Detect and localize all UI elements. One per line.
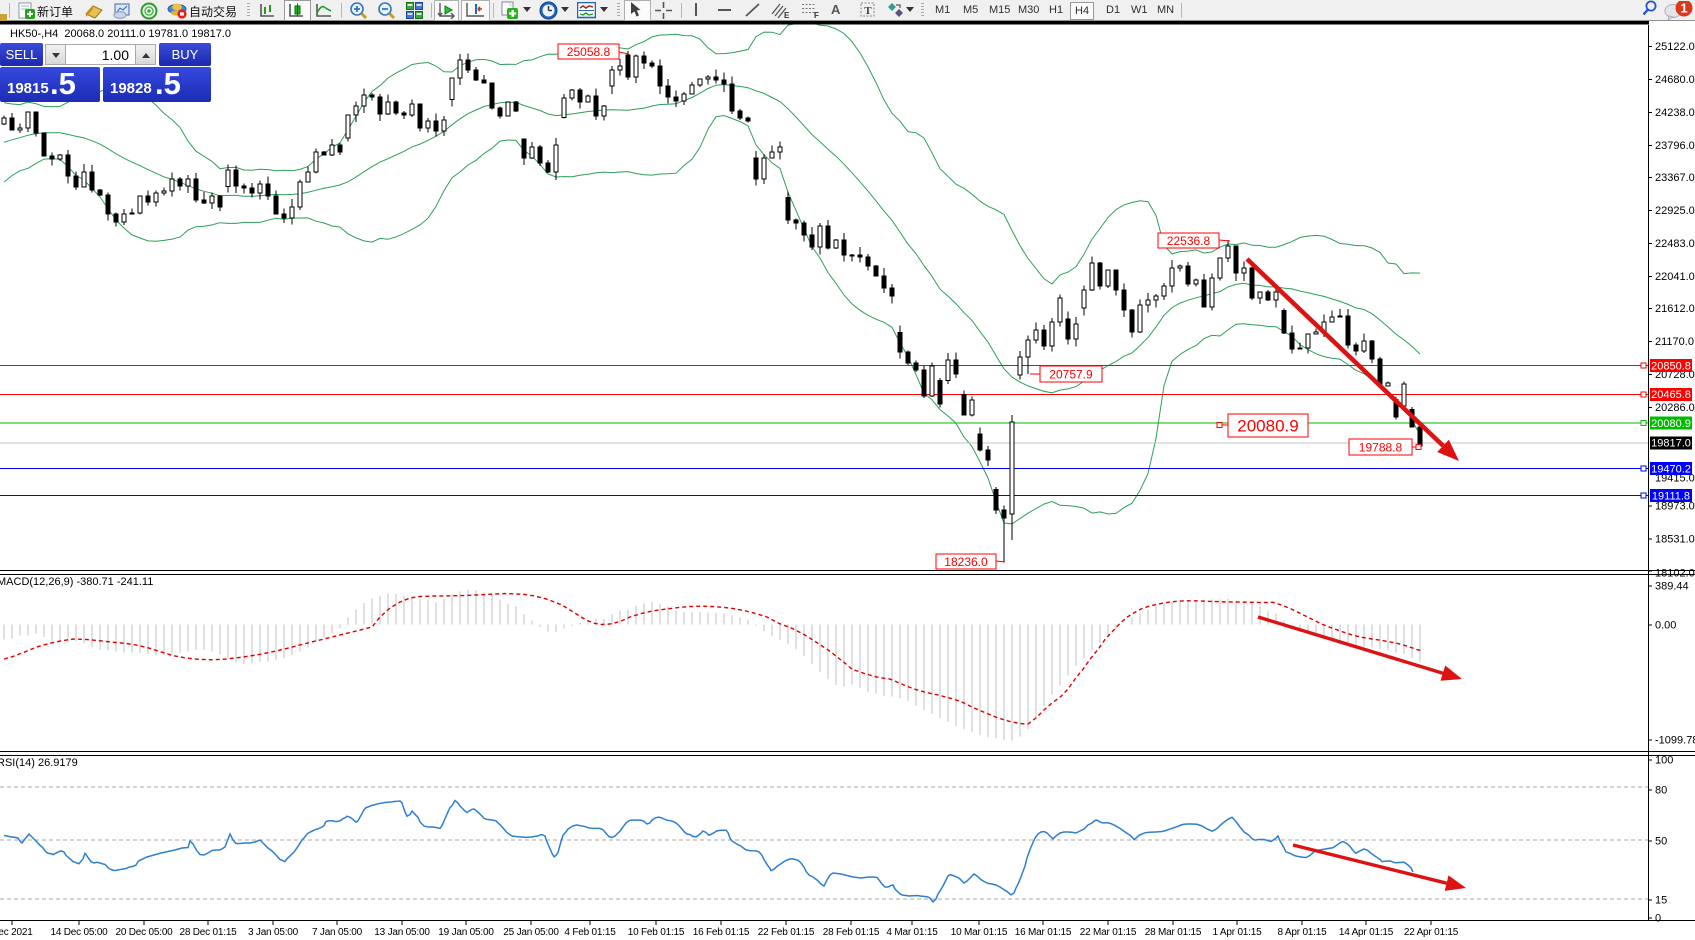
svg-text:22041.0: 22041.0	[1655, 271, 1695, 283]
svg-text:1: 1	[1680, 1, 1687, 16]
svg-text:28 Dec 01:15: 28 Dec 01:15	[179, 927, 237, 938]
svg-text:25 Jan 05:00: 25 Jan 05:00	[503, 927, 559, 938]
svg-text:20080.9: 20080.9	[1651, 418, 1691, 430]
svg-text:22925.0: 22925.0	[1655, 205, 1695, 217]
svg-text:20728.0: 20728.0	[1655, 369, 1695, 381]
svg-text:4 Feb 01:15: 4 Feb 01:15	[564, 927, 616, 938]
svg-text:20080.9: 20080.9	[1237, 417, 1298, 436]
svg-text:F: F	[814, 11, 819, 19]
svg-text:22 Feb 01:15: 22 Feb 01:15	[758, 927, 815, 938]
svg-text:20465.8: 20465.8	[1651, 389, 1691, 401]
svg-text:23796.0: 23796.0	[1655, 140, 1695, 152]
svg-text:20850.8: 20850.8	[1651, 360, 1691, 372]
svg-text:19 Jan 05:00: 19 Jan 05:00	[438, 927, 494, 938]
svg-text:T: T	[864, 5, 872, 17]
svg-text:25058.8: 25058.8	[567, 45, 611, 59]
svg-text:RSI(14) 26.9179: RSI(14) 26.9179	[0, 757, 78, 769]
svg-text:Dec 2021: Dec 2021	[0, 927, 33, 938]
svg-text:8 Apr 01:15: 8 Apr 01:15	[1278, 927, 1328, 938]
svg-text:14 Dec 05:00: 14 Dec 05:00	[50, 927, 108, 938]
svg-text:19415.0: 19415.0	[1655, 473, 1695, 485]
svg-text:20 Dec 05:00: 20 Dec 05:00	[115, 927, 173, 938]
svg-text:23367.0: 23367.0	[1655, 172, 1695, 184]
svg-text:0: 0	[1655, 913, 1661, 925]
svg-text:HK50-,H4 20068.0 20111.0 1978: HK50-,H4 20068.0 20111.0 19781.0 19817.0	[10, 28, 231, 40]
svg-text:21612.0: 21612.0	[1655, 303, 1695, 315]
svg-text:22 Mar 01:15: 22 Mar 01:15	[1080, 927, 1137, 938]
svg-text:-1099.78: -1099.78	[1655, 735, 1695, 747]
svg-text:MACD(12,26,9) -380.71 -241.11: MACD(12,26,9) -380.71 -241.11	[0, 576, 153, 588]
svg-text:22 Apr 01:15: 22 Apr 01:15	[1404, 927, 1459, 938]
svg-text:21170.0: 21170.0	[1655, 336, 1694, 348]
svg-text:100: 100	[1655, 755, 1673, 767]
svg-text:19788.8: 19788.8	[1359, 440, 1403, 454]
svg-text:1 Apr 01:15: 1 Apr 01:15	[1213, 927, 1263, 938]
svg-text:25122.0: 25122.0	[1655, 41, 1695, 53]
svg-text:7 Jan 05:00: 7 Jan 05:00	[312, 927, 363, 938]
svg-text:16 Feb 01:15: 16 Feb 01:15	[693, 927, 750, 938]
svg-text:4 Mar 01:15: 4 Mar 01:15	[886, 927, 938, 938]
svg-text:18236.0: 18236.0	[944, 555, 988, 569]
svg-text:18102.0: 18102.0	[1655, 568, 1695, 580]
svg-text:24680.0: 24680.0	[1655, 74, 1695, 86]
svg-text:50: 50	[1655, 836, 1667, 848]
svg-text:19470.2: 19470.2	[1651, 464, 1691, 476]
svg-text:14 Apr 01:15: 14 Apr 01:15	[1339, 927, 1394, 938]
svg-text:389.44: 389.44	[1655, 581, 1689, 593]
svg-text:10 Mar 01:15: 10 Mar 01:15	[951, 927, 1008, 938]
svg-text:13 Jan 05:00: 13 Jan 05:00	[374, 927, 430, 938]
svg-text:16 Mar 01:15: 16 Mar 01:15	[1015, 927, 1072, 938]
svg-text:22536.8: 22536.8	[1167, 234, 1211, 248]
svg-text:3 Jan 05:00: 3 Jan 05:00	[248, 927, 299, 938]
svg-text:0.00: 0.00	[1655, 620, 1676, 632]
svg-text:28 Mar 01:15: 28 Mar 01:15	[1145, 927, 1202, 938]
svg-text:18973.0: 18973.0	[1655, 500, 1695, 512]
svg-text:20286.0: 20286.0	[1655, 402, 1695, 414]
svg-text:18531.0: 18531.0	[1655, 533, 1695, 545]
svg-text:80: 80	[1655, 785, 1667, 797]
svg-text:19111.8: 19111.8	[1652, 490, 1690, 502]
svg-text:E: E	[784, 11, 790, 19]
svg-text:28 Feb 01:15: 28 Feb 01:15	[823, 927, 880, 938]
svg-text:24238.0: 24238.0	[1655, 107, 1695, 119]
svg-text:10 Feb 01:15: 10 Feb 01:15	[628, 927, 685, 938]
svg-text:15: 15	[1655, 895, 1667, 907]
svg-text:22483.0: 22483.0	[1655, 238, 1695, 250]
svg-text:19817.0: 19817.0	[1651, 438, 1691, 450]
svg-text:20757.9: 20757.9	[1049, 367, 1093, 381]
